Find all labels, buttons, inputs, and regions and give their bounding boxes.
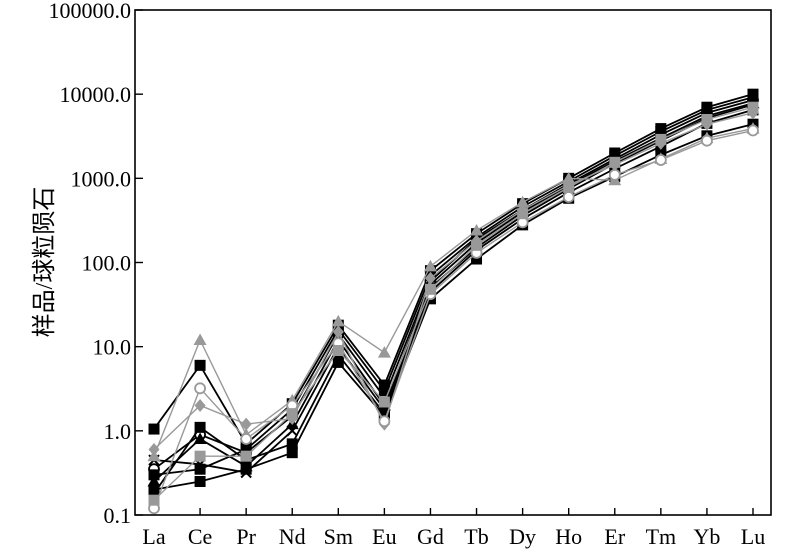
data-point	[148, 443, 160, 457]
x-tick-label-dy: Dy	[509, 524, 536, 549]
data-point	[194, 359, 206, 371]
data-point	[609, 150, 621, 162]
x-tick-label-gd: Gd	[417, 524, 444, 549]
series-line	[153, 93, 754, 446]
x-tick-label-yb: Yb	[693, 524, 720, 549]
data-point	[378, 415, 391, 428]
series-line	[153, 96, 754, 476]
series-10	[148, 124, 759, 515]
series-line	[153, 112, 754, 451]
data-point	[148, 488, 160, 500]
series-line	[153, 127, 754, 457]
plot-frame	[134, 9, 772, 516]
series-9	[148, 106, 759, 457]
data-point	[332, 325, 344, 339]
y-tick-label: 0.1	[104, 503, 132, 528]
y-axis: 100000.0 10000.0 1000.0 100.0 10.0 1.0 0.1	[49, 0, 143, 528]
data-point	[239, 459, 253, 472]
series-11	[148, 101, 759, 506]
data-point	[194, 463, 206, 475]
data-point	[286, 408, 298, 420]
data-point	[424, 283, 436, 295]
data-point	[701, 114, 713, 126]
data-point	[562, 191, 575, 203]
data-point	[331, 314, 345, 327]
series-2	[148, 118, 759, 496]
series-layer	[147, 88, 760, 515]
series-line	[153, 129, 754, 509]
data-point	[609, 156, 621, 168]
data-point	[747, 124, 759, 137]
data-point	[608, 168, 621, 181]
data-point	[516, 195, 530, 208]
x-tick-label-tb: Tb	[464, 524, 488, 549]
data-point	[286, 447, 298, 459]
y-tick-label: 10000.0	[60, 82, 132, 107]
data-point	[563, 181, 575, 193]
series-line	[153, 109, 754, 495]
y-tick-label: 10.0	[93, 335, 132, 360]
y-tick-label: 1000.0	[71, 166, 132, 191]
x-tick-label-ce: Ce	[188, 524, 212, 549]
data-point	[655, 126, 667, 138]
data-point	[194, 398, 206, 412]
x-tick-label-lu: Lu	[741, 524, 765, 549]
data-point	[517, 208, 529, 220]
data-point	[240, 444, 252, 456]
data-point	[240, 417, 252, 431]
x-axis: La Ce Pr Nd Sm Eu Gd Tb Dy Ho Er Tm Yb Lu	[142, 508, 765, 549]
data-point	[471, 239, 483, 251]
y-axis-label: 样品/球粒陨石	[31, 187, 58, 338]
data-point	[148, 494, 160, 506]
data-point	[562, 171, 576, 184]
data-point	[194, 421, 206, 433]
data-point	[194, 476, 206, 488]
data-point	[470, 223, 484, 236]
data-point	[193, 432, 207, 444]
y-tick-label: 100000.0	[49, 0, 132, 23]
data-point	[332, 356, 344, 368]
data-point	[193, 333, 207, 346]
data-point	[701, 104, 713, 116]
series-line	[153, 106, 754, 501]
data-point	[423, 259, 437, 272]
data-point	[471, 253, 483, 265]
x-tick-label-er: Er	[604, 524, 625, 549]
x-tick-label-eu: Eu	[372, 524, 396, 549]
data-point	[378, 396, 390, 408]
data-point	[194, 450, 206, 462]
data-point	[286, 438, 298, 450]
data-point	[747, 101, 759, 113]
data-point	[424, 271, 436, 285]
x-tick-label-tm: Tm	[646, 524, 677, 549]
data-point	[655, 133, 667, 145]
series-line	[153, 102, 754, 483]
data-point	[148, 469, 160, 481]
data-point	[148, 423, 160, 435]
y-tick-label: 1.0	[104, 419, 132, 444]
data-point	[747, 91, 759, 103]
y-tick-label: 100.0	[82, 251, 132, 276]
data-point	[377, 346, 391, 358]
data-point	[378, 379, 390, 391]
data-point	[378, 408, 390, 420]
x-tick-label-pr: Pr	[236, 524, 256, 549]
data-point	[147, 475, 161, 487]
data-point	[332, 345, 344, 357]
data-point	[654, 154, 667, 166]
data-point	[378, 385, 390, 397]
series-8	[147, 122, 760, 462]
data-point	[240, 450, 252, 462]
data-point	[240, 433, 253, 445]
x-tick-label-sm: Sm	[324, 524, 353, 549]
data-point	[194, 382, 206, 395]
x-tick-label-la: La	[142, 524, 165, 549]
x-tick-label-nd: Nd	[279, 524, 306, 549]
data-point	[701, 134, 713, 147]
x-tick-label-ho: Ho	[555, 524, 582, 549]
